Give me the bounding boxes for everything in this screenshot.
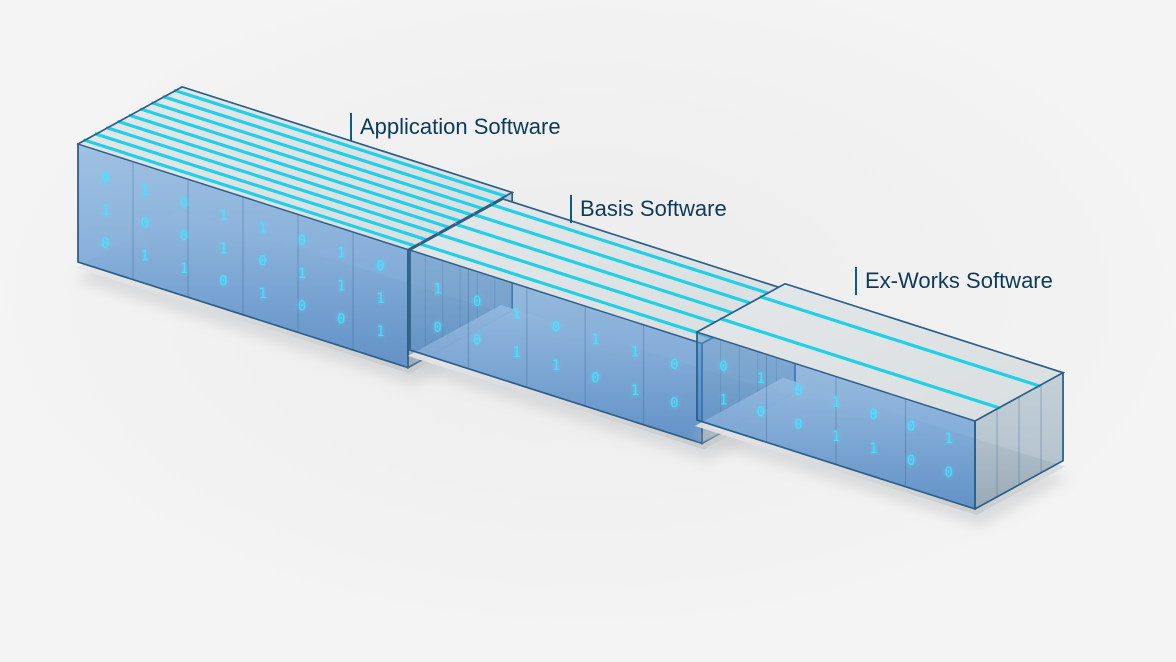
svg-text:1: 1 <box>141 183 149 199</box>
label-tick-icon <box>855 267 857 295</box>
svg-text:1: 1 <box>258 286 266 302</box>
svg-text:1: 1 <box>719 393 727 409</box>
svg-text:1: 1 <box>552 358 560 374</box>
ex-works-software-box: 0 1 0 1 0 0 1 1 0 0 1 1 0 0 <box>693 284 1069 527</box>
svg-text:0: 0 <box>101 236 109 252</box>
svg-text:1: 1 <box>298 266 306 282</box>
svg-text:0: 0 <box>794 417 802 433</box>
svg-text:0: 0 <box>473 333 481 349</box>
svg-text:1: 1 <box>944 431 952 447</box>
svg-text:0: 0 <box>907 419 915 435</box>
svg-text:0: 0 <box>757 405 765 421</box>
label-text: Application Software <box>360 114 561 140</box>
svg-text:0: 0 <box>376 258 384 274</box>
label-2: Ex-Works Software <box>855 267 1053 295</box>
svg-text:0: 0 <box>944 465 952 481</box>
svg-text:1: 1 <box>631 383 639 399</box>
svg-text:0: 0 <box>433 320 441 336</box>
svg-text:1: 1 <box>512 307 520 323</box>
svg-text:1: 1 <box>832 429 840 445</box>
svg-text:0: 0 <box>719 359 727 375</box>
svg-text:0: 0 <box>473 294 481 310</box>
label-tick-icon <box>350 113 352 141</box>
svg-text:1: 1 <box>180 261 188 277</box>
label-1: Basis Software <box>570 195 727 223</box>
label-tick-icon <box>570 195 572 223</box>
svg-text:0: 0 <box>219 274 227 290</box>
svg-text:0: 0 <box>670 357 678 373</box>
svg-text:0: 0 <box>101 170 109 186</box>
diagram-canvas: 0 1 0 1 1 0 1 0 1 0 0 1 0 1 1 1 0 1 1 0 1 0 0 1 1 0 1 0 1 1 0 0 0 1 1 0 1 0 0 1… <box>0 0 1176 662</box>
svg-text:0: 0 <box>869 407 877 423</box>
svg-text:1: 1 <box>631 345 639 361</box>
svg-text:1: 1 <box>869 441 877 457</box>
svg-text:1: 1 <box>591 332 599 348</box>
svg-text:1: 1 <box>141 248 149 264</box>
svg-text:0: 0 <box>180 228 188 244</box>
svg-text:1: 1 <box>512 345 520 361</box>
svg-text:0: 0 <box>670 396 678 412</box>
svg-text:0: 0 <box>907 453 915 469</box>
svg-text:1: 1 <box>337 246 345 262</box>
svg-text:0: 0 <box>337 311 345 327</box>
svg-text:0: 0 <box>258 253 266 269</box>
svg-text:0: 0 <box>180 195 188 211</box>
svg-text:1: 1 <box>337 279 345 295</box>
svg-text:1: 1 <box>832 395 840 411</box>
label-text: Basis Software <box>580 196 727 222</box>
svg-text:1: 1 <box>757 371 765 387</box>
svg-text:1: 1 <box>376 291 384 307</box>
svg-text:1: 1 <box>433 281 441 297</box>
svg-text:1: 1 <box>376 324 384 340</box>
svg-text:1: 1 <box>219 208 227 224</box>
svg-text:0: 0 <box>794 383 802 399</box>
svg-text:1: 1 <box>101 203 109 219</box>
svg-text:1: 1 <box>219 241 227 257</box>
svg-text:0: 0 <box>591 370 599 386</box>
svg-text:1: 1 <box>258 221 266 237</box>
svg-text:0: 0 <box>298 233 306 249</box>
label-0: Application Software <box>350 113 561 141</box>
svg-text:0: 0 <box>298 299 306 315</box>
svg-text:0: 0 <box>141 216 149 232</box>
label-text: Ex-Works Software <box>865 268 1053 294</box>
svg-text:0: 0 <box>552 319 560 335</box>
